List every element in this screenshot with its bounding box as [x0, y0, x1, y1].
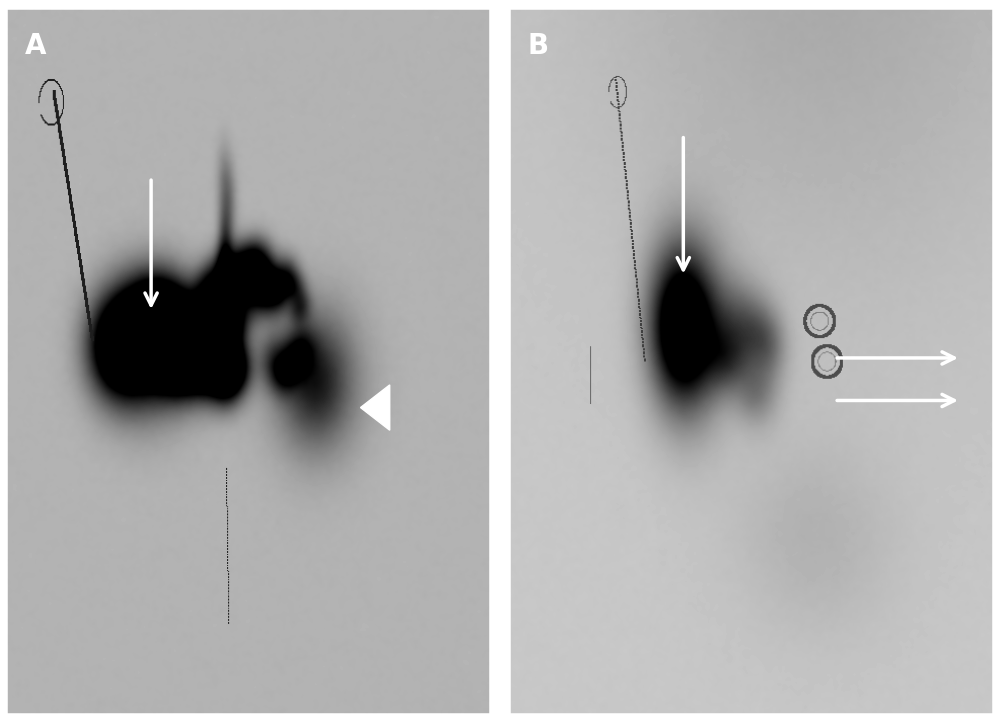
Text: B: B — [527, 32, 549, 60]
Text: A: A — [24, 32, 46, 60]
Polygon shape — [361, 385, 390, 430]
